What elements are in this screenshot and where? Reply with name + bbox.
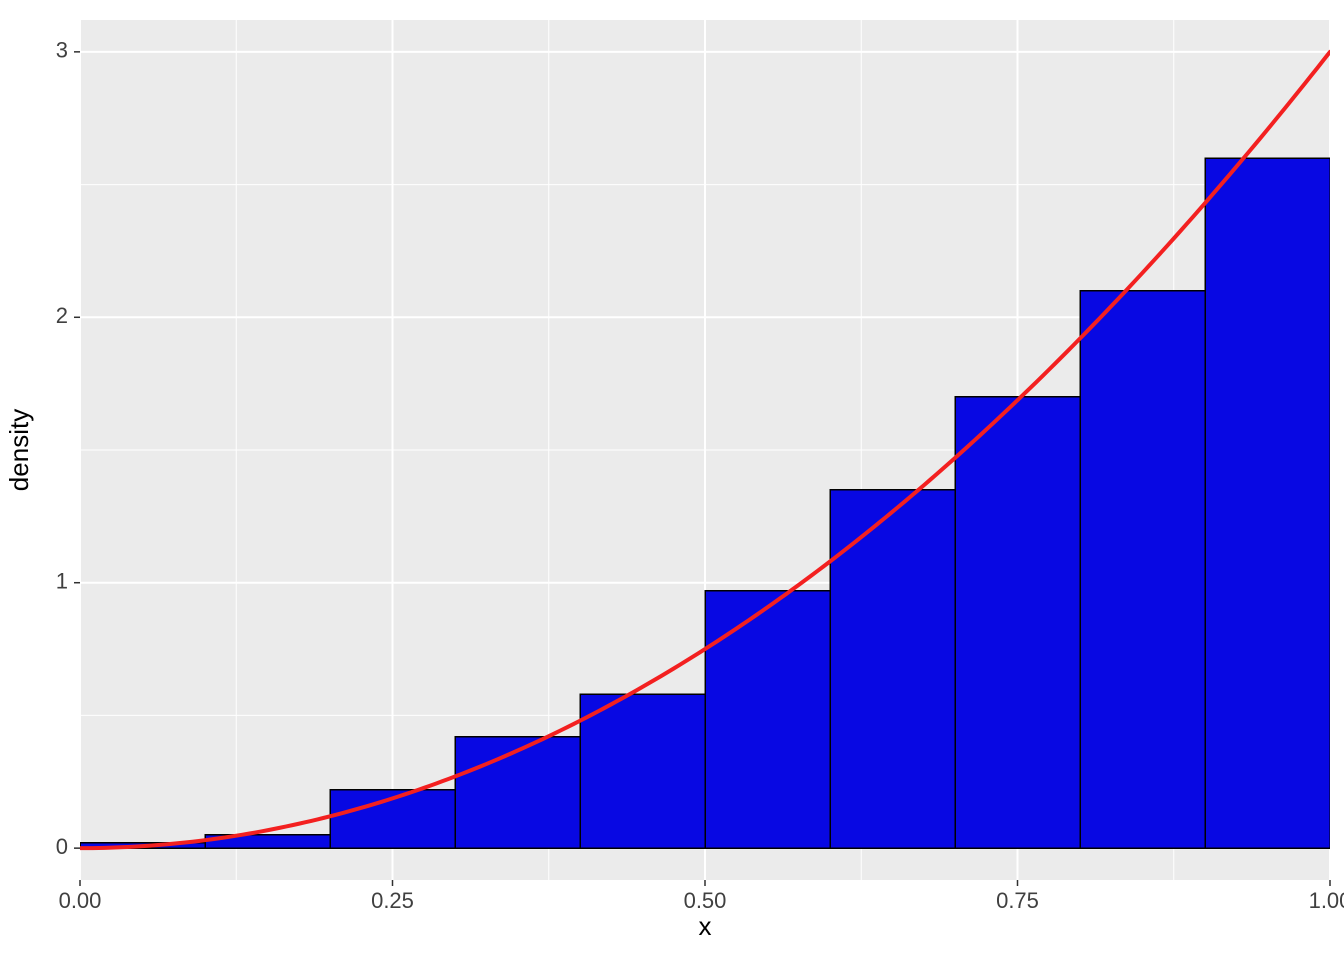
y-tick-label: 2 — [56, 303, 68, 328]
y-tick-label: 0 — [56, 834, 68, 859]
x-tick-label: 0.25 — [371, 888, 414, 913]
y-tick-label: 3 — [56, 38, 68, 63]
histogram-bar — [1080, 291, 1205, 848]
histogram-bar — [830, 490, 955, 848]
x-tick-label: 0.75 — [996, 888, 1039, 913]
density-histogram-chart: 0.00 0.25 0.50 0.75 1.00 0 1 2 3 x density — [0, 0, 1344, 960]
x-tick-label: 0.00 — [59, 888, 102, 913]
histogram-bar — [955, 397, 1080, 848]
x-tick-label: 0.50 — [684, 888, 727, 913]
y-tick-label: 1 — [56, 569, 68, 594]
x-tick-label: 1.00 — [1309, 888, 1344, 913]
histogram-bar — [1205, 158, 1330, 848]
histogram-bar — [705, 591, 830, 848]
histogram-bar — [580, 694, 705, 848]
x-axis-label: x — [699, 911, 712, 941]
chart-svg: 0.00 0.25 0.50 0.75 1.00 0 1 2 3 x density — [0, 0, 1344, 960]
y-axis-label: density — [4, 409, 34, 491]
histogram-bar — [455, 737, 580, 848]
